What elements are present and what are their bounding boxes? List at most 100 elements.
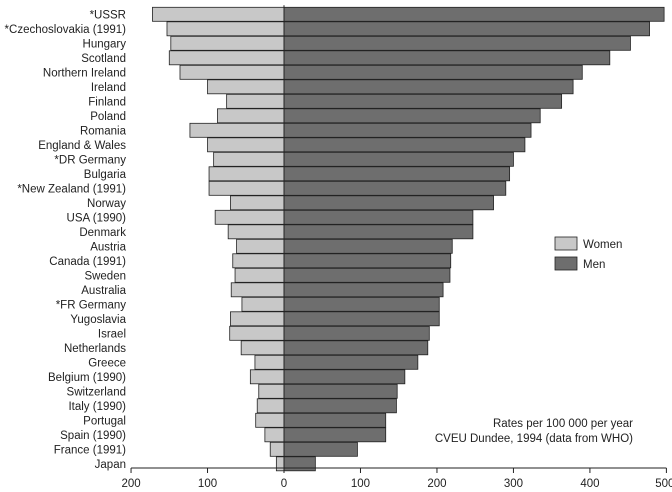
x-tick-label: 300	[504, 478, 523, 490]
bar-men	[283, 79, 574, 95]
bar-men	[283, 398, 397, 414]
bar-women	[227, 224, 285, 240]
bar-men	[283, 456, 316, 472]
bar-women	[168, 50, 285, 66]
bar-women	[240, 340, 285, 356]
bar-women	[179, 64, 285, 80]
bar-women	[236, 238, 285, 254]
category-label: Greece	[88, 357, 126, 369]
bar-women	[226, 93, 285, 109]
category-label: Spain (1990)	[60, 430, 126, 442]
category-label: Belgium (1990)	[48, 372, 126, 384]
bar-men	[283, 166, 511, 182]
bar-women	[256, 398, 285, 414]
bar-men	[283, 441, 358, 457]
bar-women	[254, 354, 285, 370]
bar-men	[283, 383, 398, 399]
legend-label-women: Women	[583, 239, 622, 251]
x-tick-label: 0	[281, 478, 287, 490]
category-label: Yugoslavia	[70, 314, 126, 326]
x-axis: 200 100 0 100 200 300 400 500	[121, 5, 672, 490]
bar-women	[217, 108, 285, 124]
bar-men	[283, 137, 526, 153]
bar-men	[283, 122, 532, 138]
legend-swatch-women	[554, 236, 578, 251]
annotation-line-1: Rates per 100 000 per year	[493, 418, 633, 430]
bar-men	[283, 209, 474, 225]
category-label: Canada (1991)	[49, 256, 126, 268]
category-label: France (1991)	[54, 444, 126, 456]
category-label: *New Zealand (1991)	[17, 183, 126, 195]
bar-women	[166, 21, 285, 37]
bar-women	[207, 79, 285, 95]
category-label: Japan	[95, 459, 126, 471]
bar-men	[283, 50, 611, 66]
category-label: Netherlands	[64, 343, 126, 355]
bar-women	[269, 441, 285, 457]
category-label: *DR Germany	[54, 154, 126, 166]
bar-women	[234, 267, 285, 283]
category-label: Denmark	[79, 227, 126, 239]
bar-men	[283, 108, 541, 124]
category-label: Bulgaria	[84, 169, 127, 181]
bar-men	[283, 282, 444, 298]
x-tick-label: 500	[655, 478, 672, 490]
bar-women	[207, 137, 285, 153]
bar-women	[229, 325, 285, 341]
x-tick-label: 100	[351, 478, 370, 490]
bar-men	[283, 267, 451, 283]
bar-women	[208, 180, 285, 196]
category-label: Israel	[98, 328, 126, 340]
category-label: Northern Ireland	[43, 67, 126, 79]
bar-men	[283, 35, 631, 51]
category-label: *Czechoslovakia (1991)	[5, 24, 127, 36]
bar-men	[283, 224, 474, 240]
category-label: Austria	[90, 241, 126, 253]
bar-men	[283, 238, 453, 254]
bar-men	[283, 427, 387, 443]
bar-men	[283, 151, 514, 167]
bar-women	[208, 166, 285, 182]
bar-men	[283, 369, 406, 385]
legend: Women Men	[554, 236, 622, 271]
bar-men	[283, 296, 440, 312]
bar-men	[283, 340, 429, 356]
category-label: Portugal	[83, 415, 126, 427]
bar-women	[264, 427, 285, 443]
category-label: *FR Germany	[56, 299, 127, 311]
bar-women	[241, 296, 285, 312]
category-label: *USSR	[90, 9, 126, 21]
x-tick-label: 400	[580, 478, 599, 490]
bar-women	[213, 151, 285, 167]
bar-women	[275, 456, 285, 472]
bar-men	[283, 6, 665, 22]
bar-men	[283, 412, 387, 428]
x-tick-label: 200	[427, 478, 446, 490]
category-label: Poland	[90, 111, 126, 123]
category-label: Norway	[87, 198, 126, 210]
category-labels: *USSR *Czechoslovakia (1991) Hungary Scotla…	[5, 9, 127, 471]
category-label: USA (1990)	[67, 212, 127, 224]
category-label: Finland	[88, 96, 126, 108]
annotation-line-2: CVEU Dundee, 1994 (data from WHO)	[435, 433, 633, 445]
bar-men	[283, 311, 440, 327]
x-tick-label: 100	[198, 478, 217, 490]
bar-men	[283, 64, 583, 80]
bar-women	[258, 383, 285, 399]
category-label: Ireland	[91, 82, 126, 94]
bar-men	[283, 93, 563, 109]
bar-men	[283, 354, 419, 370]
bar-women	[189, 122, 285, 138]
bar-women	[230, 311, 285, 327]
bar-women	[152, 6, 285, 22]
bar-women	[255, 412, 285, 428]
bar-women	[232, 253, 285, 269]
bar-women	[170, 35, 285, 51]
category-label: Italy (1990)	[68, 401, 126, 413]
bar-women	[230, 282, 285, 298]
bar-men	[283, 195, 494, 211]
x-tick-label: 200	[121, 478, 140, 490]
category-label: England & Wales	[38, 140, 126, 152]
category-label: Romania	[80, 125, 127, 137]
category-label: Scotland	[81, 53, 126, 65]
